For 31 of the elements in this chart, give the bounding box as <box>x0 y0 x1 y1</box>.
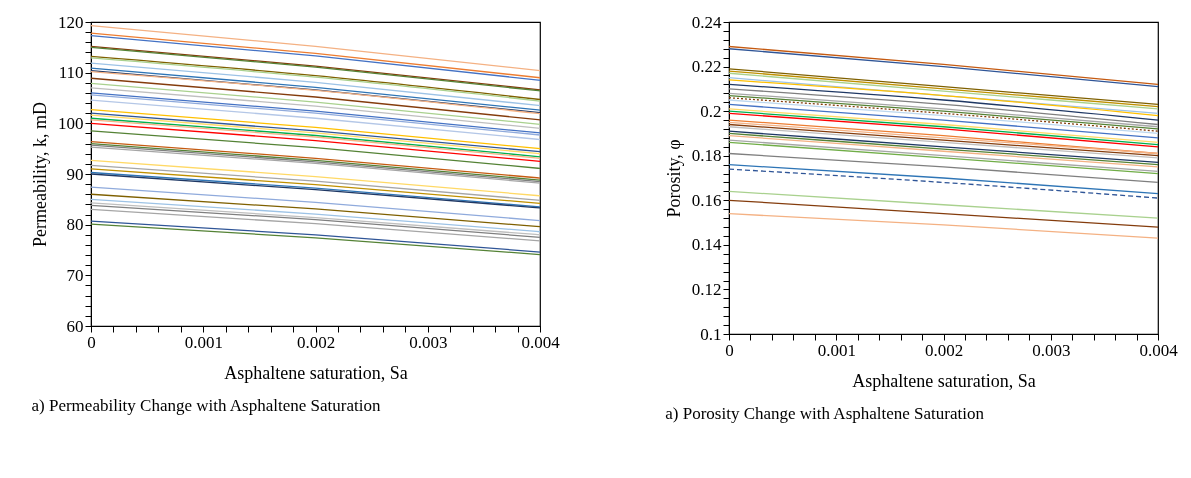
y-tick-label: 80 <box>66 215 84 235</box>
y-tick-label: 0.12 <box>691 279 722 299</box>
y-tick-label: 0.24 <box>691 12 722 32</box>
x-tick-label: 0.001 <box>184 332 223 352</box>
y-axis-title: Permeability, k, mD <box>30 102 50 247</box>
y-tick-label: 70 <box>66 265 84 285</box>
x-tick-label: 0 <box>87 332 96 352</box>
x-tick-label: 0.004 <box>1139 340 1179 360</box>
y-tick-label: 0.22 <box>691 57 722 77</box>
x-tick-label: 0.002 <box>924 340 964 360</box>
y-tick-label: 110 <box>58 63 84 83</box>
x-tick-label: 0.003 <box>1032 340 1071 360</box>
y-tick-label: 90 <box>66 164 84 184</box>
x-tick-label: 0.003 <box>409 332 448 352</box>
y-tick-label: 120 <box>58 12 84 32</box>
x-tick-label: 0.002 <box>296 332 336 352</box>
y-axis-title: Porosity, φ <box>663 139 684 218</box>
x-tick-label: 0.004 <box>521 332 561 352</box>
x-tick-label: 0.001 <box>817 340 856 360</box>
y-tick-label: 0.14 <box>691 235 722 255</box>
y-tick-label: 60 <box>66 316 84 336</box>
y-tick-label: 100 <box>58 113 84 133</box>
y-tick-label: 0.16 <box>691 190 722 210</box>
y-tick-label: 0.2 <box>700 101 722 121</box>
text: a) Porosity Change with Asphaltene Saturation <box>665 404 985 423</box>
text: a) Permeability Change with Asphaltene Saturation <box>31 396 381 415</box>
y-tick-label: 0.18 <box>691 146 722 166</box>
x-axis-title: Asphaltene saturation, Sa <box>224 362 408 383</box>
y-tick-label: 0.1 <box>700 324 722 344</box>
x-axis-title: Asphaltene saturation, Sa <box>852 370 1036 391</box>
x-tick-label: 0 <box>725 340 734 360</box>
